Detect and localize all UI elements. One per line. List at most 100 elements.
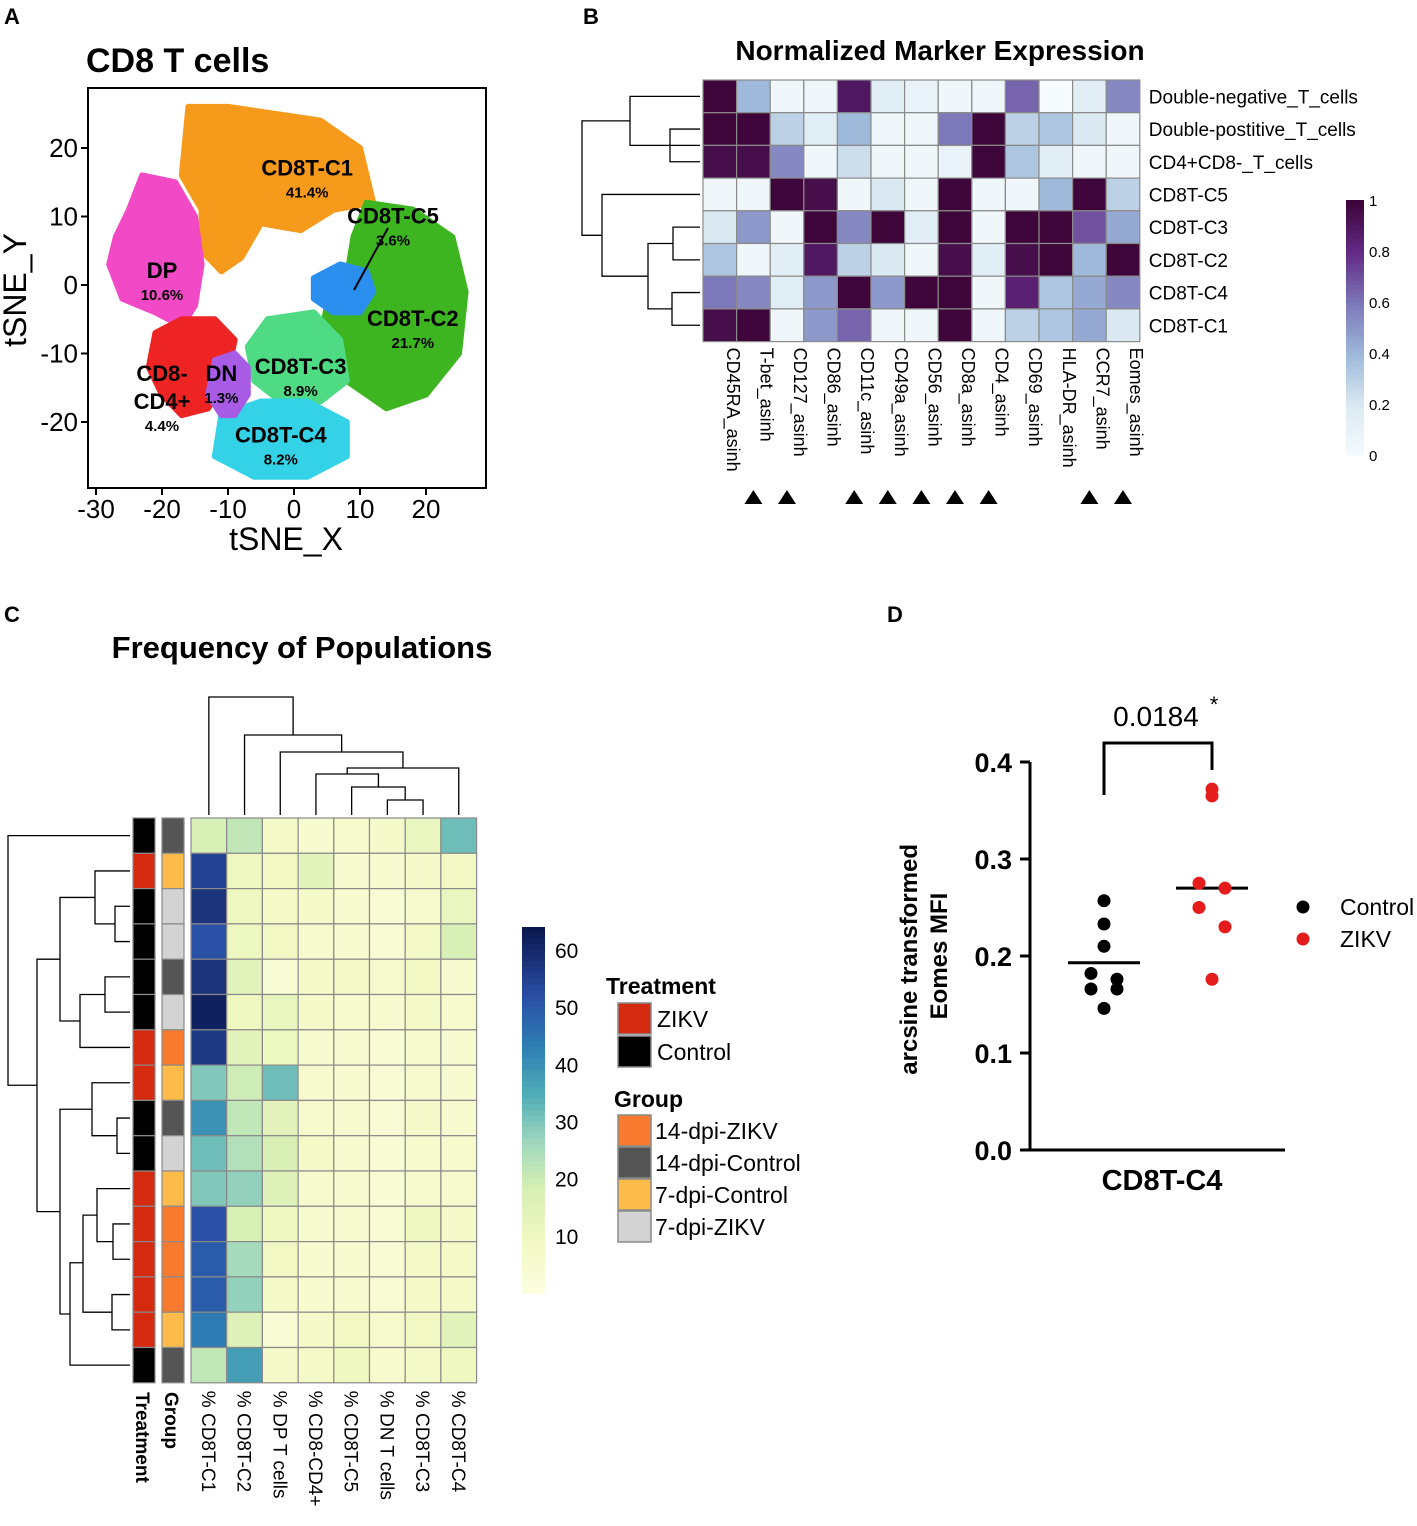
frequency-cell — [368, 1064, 406, 1101]
marker-cell — [769, 308, 805, 343]
marker-cell — [769, 210, 805, 245]
frequency-column-label: % CD8T-C3 — [411, 1391, 432, 1492]
marker-row-dendrogram — [581, 95, 700, 326]
legend-group-label: 7-dpi-Control — [655, 1182, 788, 1208]
marker-cell — [1071, 242, 1107, 277]
cluster-percent-cd8-cd4-: 4.4% — [145, 418, 179, 435]
cluster-percent-cd8t-c5: 3.6% — [376, 232, 410, 249]
frequency-cell — [226, 1099, 263, 1137]
marker-colorbar-label: 0.4 — [1369, 346, 1390, 363]
frequency-cell — [440, 1205, 478, 1243]
frequency-cell — [440, 817, 478, 854]
frequency-colorbar-step — [522, 1150, 545, 1157]
marker-cell — [903, 210, 939, 245]
frequency-cell — [404, 1311, 442, 1349]
frequency-cell — [368, 1346, 406, 1384]
marker-column-label: CD4_asinh — [991, 348, 1012, 437]
marker-cell — [971, 242, 1006, 277]
treatment-cell — [132, 958, 156, 996]
dot-point-zikv — [1192, 901, 1206, 914]
frequency-cell — [404, 887, 442, 925]
marker-triangle-icon — [946, 490, 964, 504]
marker-cell — [1105, 177, 1141, 212]
frequency-colorbar-step — [522, 1281, 545, 1288]
frequency-colorbar-step — [522, 972, 545, 980]
frequency-cell — [404, 1029, 442, 1066]
frequency-column-label: % CD8T-C4 — [447, 1391, 468, 1493]
frequency-colorbar-step — [522, 938, 545, 945]
frequency-colorbar-step — [522, 1275, 545, 1283]
frequency-cell — [261, 958, 299, 996]
frequency-column-branch — [279, 751, 404, 815]
frequency-cell — [440, 852, 478, 890]
marker-cell — [1038, 79, 1074, 114]
frequency-cell — [440, 993, 478, 1031]
frequency-colorbar-step — [522, 1012, 545, 1020]
cluster-label-cd8t-c3: CD8T-C3 — [255, 354, 347, 379]
marker-row-labels: Double-negative_T_cells Double-postitive_… — [1149, 87, 1358, 337]
cluster-dp — [106, 172, 205, 330]
frequency-cell — [190, 1276, 228, 1313]
marker-cell — [971, 308, 1006, 343]
frequency-cell — [404, 923, 442, 960]
group-cell — [161, 1064, 185, 1101]
marker-cell — [836, 210, 872, 245]
group-cell — [161, 852, 185, 890]
treatment-cell — [132, 1170, 156, 1207]
marker-cell — [1038, 275, 1074, 310]
legend-treatment-swatch — [617, 1035, 652, 1068]
frequency-column-label: % DP T cells — [268, 1391, 289, 1499]
marker-cell — [769, 79, 805, 114]
frequency-cell — [333, 1170, 371, 1207]
frequency-cell — [226, 1205, 263, 1243]
frequency-cell — [190, 958, 228, 996]
frequency-cell — [261, 923, 299, 960]
treatment-cell — [132, 1276, 156, 1313]
frequency-colorbar-step — [522, 1064, 545, 1071]
marker-cell — [1105, 79, 1141, 114]
frequency-column-labels: % CD8T-C1 % CD8T-C2 % DP T cells % CD8-CD4+… — [197, 1391, 468, 1507]
frequency-colorbar-step — [522, 961, 545, 968]
marker-cell — [735, 210, 771, 245]
frequency-column-label: % DN T cells — [375, 1391, 396, 1500]
marker-cell — [735, 112, 771, 146]
frequency-cell — [190, 852, 228, 890]
marker-column-label: CD11c_asinh — [856, 348, 877, 455]
marker-cell — [903, 308, 939, 343]
marker-colorbar-step — [1346, 302, 1364, 307]
frequency-row-branch — [94, 870, 130, 925]
frequency-colorbar-step — [522, 1092, 545, 1100]
marker-colorbar-step — [1346, 421, 1364, 426]
marker-cell — [1004, 177, 1040, 212]
frequency-cell — [368, 923, 406, 960]
frequency-column-branch — [350, 786, 406, 815]
frequency-cell — [333, 1276, 371, 1313]
dot-y-tick-label: 0.0 — [974, 1136, 1012, 1166]
frequency-cell — [261, 1029, 299, 1066]
marker-cell — [1105, 144, 1141, 179]
frequency-colorbar-label: 50 — [555, 997, 578, 1020]
group-cell — [161, 1205, 185, 1243]
marker-colorbar-step — [1346, 327, 1364, 333]
frequency-cell — [333, 1099, 371, 1137]
frequency-row-branch — [91, 1082, 130, 1137]
marker-colorbar-step — [1346, 425, 1364, 431]
legend-group-swatch — [617, 1114, 652, 1147]
legend-group-swatch — [617, 1210, 652, 1243]
frequency-row-branch — [104, 976, 130, 1013]
dot-points — [1068, 782, 1248, 1015]
treatment-cell — [132, 887, 156, 925]
frequency-cell — [297, 817, 335, 854]
marker-dendrogram-branch — [581, 120, 630, 236]
frequency-cell — [190, 1240, 228, 1278]
tsne-x-label: tSNE_X — [229, 521, 343, 557]
frequency-cell — [226, 958, 263, 996]
marker-cell — [1038, 210, 1074, 245]
frequency-cell — [440, 1135, 478, 1172]
frequency-cell — [261, 993, 299, 1031]
frequency-colorbar-step — [522, 1161, 545, 1168]
marker-cell — [735, 177, 771, 212]
frequency-colorbar-step — [522, 955, 545, 962]
marker-cell — [937, 275, 973, 310]
cluster-label-cd8-cd4-: CD8- — [136, 361, 187, 386]
